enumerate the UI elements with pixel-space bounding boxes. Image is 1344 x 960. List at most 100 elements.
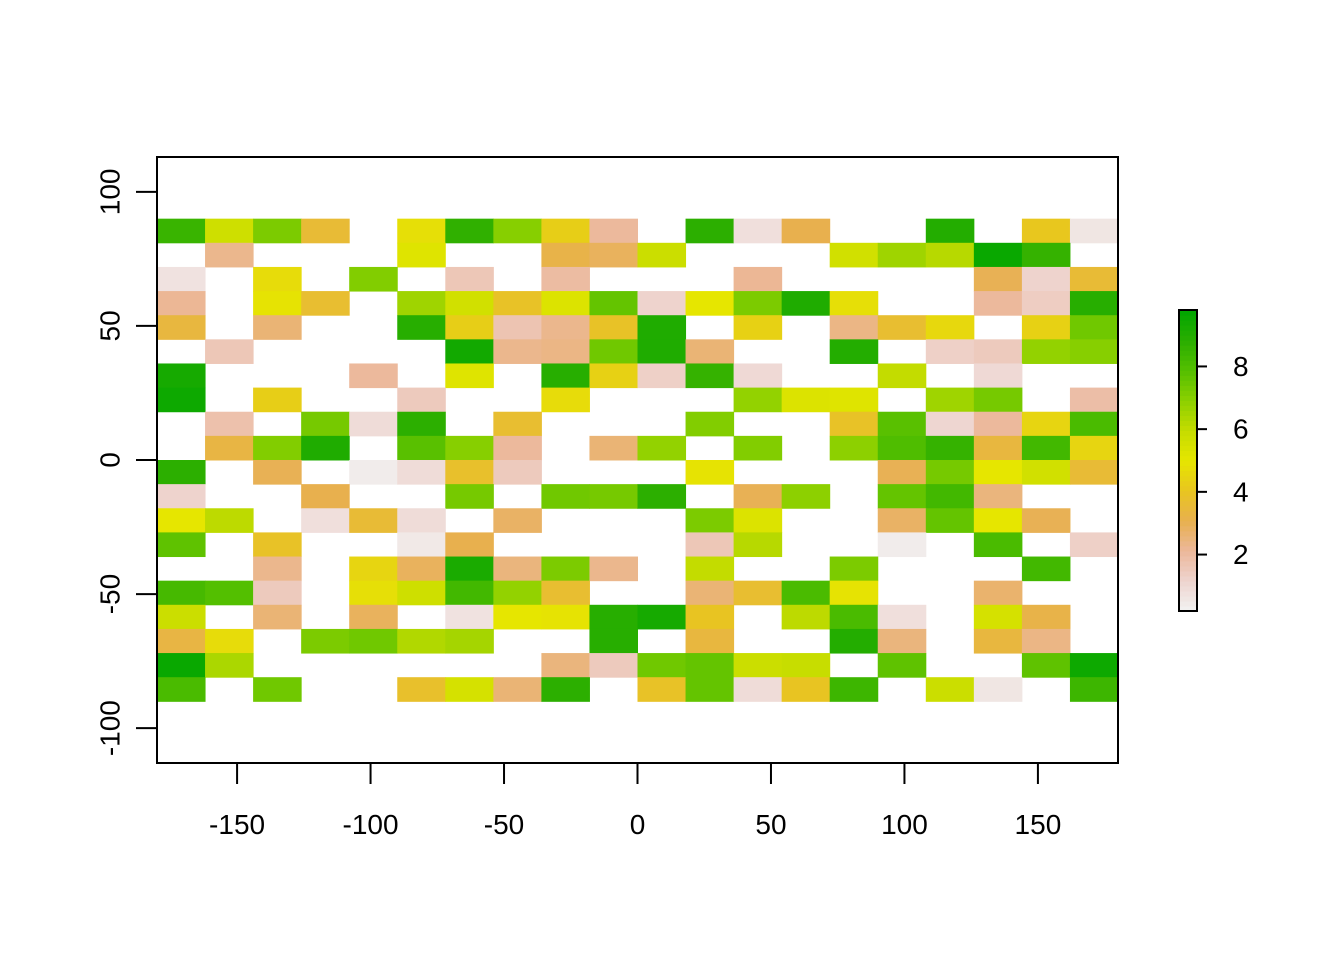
heatmap-cell: [829, 556, 879, 582]
heatmap-cell: [685, 677, 735, 702]
heatmap-cell: [781, 387, 831, 413]
heatmap-cell: [973, 266, 1023, 292]
heatmap-cell: [733, 532, 783, 558]
heatmap-cell: [301, 435, 350, 461]
legend-color-band: [1179, 335, 1197, 341]
heatmap-cell: [541, 556, 590, 582]
legend-color-band: [1179, 550, 1197, 557]
heatmap-cell: [1021, 339, 1071, 364]
legend-color-band: [1179, 400, 1197, 406]
heatmap-cell: [589, 339, 638, 364]
heatmap-cell: [1069, 677, 1119, 702]
legend-color-band: [1179, 345, 1197, 351]
heatmap-cell: [1069, 653, 1119, 678]
x-tick-label: 100: [881, 809, 928, 840]
legend-color-band: [1179, 600, 1197, 607]
heatmap-cell: [541, 363, 590, 389]
heatmap-cell: [301, 411, 350, 437]
heatmap-cell: [445, 677, 494, 702]
heatmap-cell: [493, 604, 542, 630]
legend-color-band: [1179, 390, 1197, 396]
legend-color-band: [1179, 570, 1197, 577]
heatmap-cell: [877, 363, 927, 389]
legend-color-band: [1179, 585, 1197, 592]
heatmap-cell: [349, 411, 398, 437]
heatmap-cell: [973, 387, 1023, 413]
heatmap-cell: [925, 508, 975, 533]
heatmap-cell: [1069, 315, 1119, 340]
heatmap-cell: [541, 339, 590, 364]
legend-color-band: [1179, 535, 1197, 542]
heatmap-cell: [733, 484, 783, 509]
heatmap-cell: [973, 604, 1023, 630]
legend-color-band: [1179, 590, 1197, 597]
heatmap-cell: [349, 363, 398, 389]
legend-color-band: [1179, 415, 1197, 421]
y-tick-label: -50: [95, 574, 126, 614]
heatmap-cell: [829, 604, 879, 630]
heatmap-cell: [733, 315, 783, 340]
heatmap-cell: [589, 435, 638, 461]
legend-color-band: [1179, 490, 1197, 497]
heatmap-cell: [781, 484, 831, 509]
heatmap-cell: [157, 315, 206, 340]
heatmap-cell: [829, 315, 879, 340]
heatmap-cell: [157, 484, 206, 509]
heatmap-cell: [589, 604, 638, 630]
heatmap-cell: [733, 387, 783, 413]
heatmap-cell: [445, 580, 494, 606]
heatmap-cell: [253, 604, 302, 630]
heatmap-cell: [1021, 653, 1071, 678]
heatmap-cell: [253, 266, 302, 292]
legend-color-band: [1179, 530, 1197, 537]
heatmap-cell: [253, 677, 302, 702]
heatmap-cell: [541, 242, 590, 268]
heatmap-cell: [637, 242, 687, 268]
legend-tick-label: 8: [1233, 351, 1249, 382]
heatmap-cell: [829, 291, 879, 316]
heatmap-cell: [205, 628, 254, 654]
heatmap-cell: [637, 339, 687, 364]
heatmap-cell: [1021, 435, 1071, 461]
heatmap-cell: [637, 677, 687, 702]
heatmap-cell: [301, 484, 350, 509]
heatmap-cell: [253, 532, 302, 558]
heatmap-cell: [589, 556, 638, 582]
heatmap-cell: [349, 604, 398, 630]
heatmap-cell: [1069, 435, 1119, 461]
heatmap-cell: [733, 508, 783, 533]
heatmap-cell: [637, 653, 687, 678]
heatmap-cell: [685, 460, 735, 485]
legend-color-band: [1179, 555, 1197, 562]
heatmap-cell: [397, 315, 446, 340]
heatmap-cell: [205, 411, 254, 437]
heatmap-cell: [733, 677, 783, 702]
heatmap-cell: [397, 556, 446, 582]
heatmap-cell: [205, 242, 254, 268]
x-tick-label: -50: [484, 809, 524, 840]
legend-color-band: [1179, 395, 1197, 401]
heatmap-cell: [205, 339, 254, 364]
heatmap-cell: [685, 604, 735, 630]
heatmap-cell: [397, 291, 446, 316]
heatmap-cell: [157, 363, 206, 389]
heatmap-cell: [157, 387, 206, 413]
heatmap-cell: [301, 218, 350, 244]
legend-color-band: [1179, 340, 1197, 346]
heatmap-cell: [733, 266, 783, 292]
x-tick-label: 50: [755, 809, 786, 840]
heatmap-cell: [733, 653, 783, 678]
legend-color-band: [1179, 520, 1197, 527]
heatmap-cell: [301, 508, 350, 533]
heatmap-cell: [493, 580, 542, 606]
legend-color-band: [1179, 315, 1197, 321]
heatmap-cell: [541, 677, 590, 702]
heatmap-cell: [157, 628, 206, 654]
heatmap-cell: [685, 411, 735, 437]
heatmap-cell: [253, 460, 302, 485]
heatmap-cell: [157, 532, 206, 558]
heatmap-cell: [685, 218, 735, 244]
heatmap-cell: [685, 556, 735, 582]
heatmap-cell: [685, 363, 735, 389]
heatmap-cell: [685, 339, 735, 364]
